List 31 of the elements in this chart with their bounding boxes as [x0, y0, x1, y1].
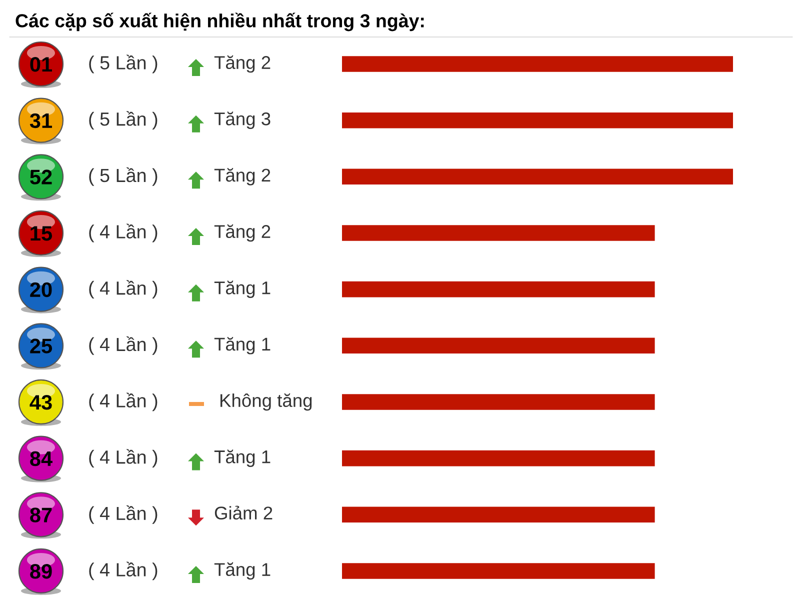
- text: Tăng 1: [214, 450, 270, 467]
- data-label: ( 4 Lần ): [89, 280, 158, 299]
- data-label: ( 4 Lần ): [89, 392, 158, 412]
- y-tick-label: 43: [30, 394, 52, 410]
- text: Tăng 2: [214, 55, 270, 73]
- y-tick-label: 84: [30, 451, 52, 466]
- data-label: ( 5 Lần ): [89, 111, 158, 130]
- y-tick-label: 52: [30, 170, 52, 184]
- data-label: ( 4 Lần ): [89, 505, 158, 524]
- data-label: ( 4 Lần ): [89, 336, 158, 355]
- data-label: ( 5 Lần ): [89, 54, 158, 74]
- chart-title: Các cặp số xuất hiện nhiều nhất trong 3 ngày:: [16, 12, 424, 32]
- text: Giảm 2: [214, 506, 272, 520]
- text: Tăng 1: [214, 562, 270, 580]
- text: Tăng 1: [214, 336, 270, 354]
- y-tick-label: 31: [30, 113, 52, 128]
- text: Không tăng: [220, 393, 312, 411]
- y-tick-label: 20: [30, 282, 52, 298]
- y-tick-label: 25: [30, 338, 52, 354]
- text: Tăng 1: [214, 280, 270, 298]
- y-tick-label: 89: [30, 564, 52, 579]
- data-label: ( 5 Lần ): [89, 167, 158, 186]
- data-label: ( 4 Lần ): [89, 449, 158, 468]
- data-label: ( 4 Lần ): [89, 562, 158, 580]
- text: Tăng 2: [214, 224, 270, 242]
- y-tick-label: 15: [30, 226, 52, 241]
- text: Tăng 3: [214, 112, 270, 129]
- text: Tăng 2: [214, 168, 270, 186]
- y-tick-label: 01: [30, 57, 52, 72]
- data-label: ( 4 Lần ): [89, 224, 158, 242]
- y-tick-label: 87: [30, 508, 52, 522]
